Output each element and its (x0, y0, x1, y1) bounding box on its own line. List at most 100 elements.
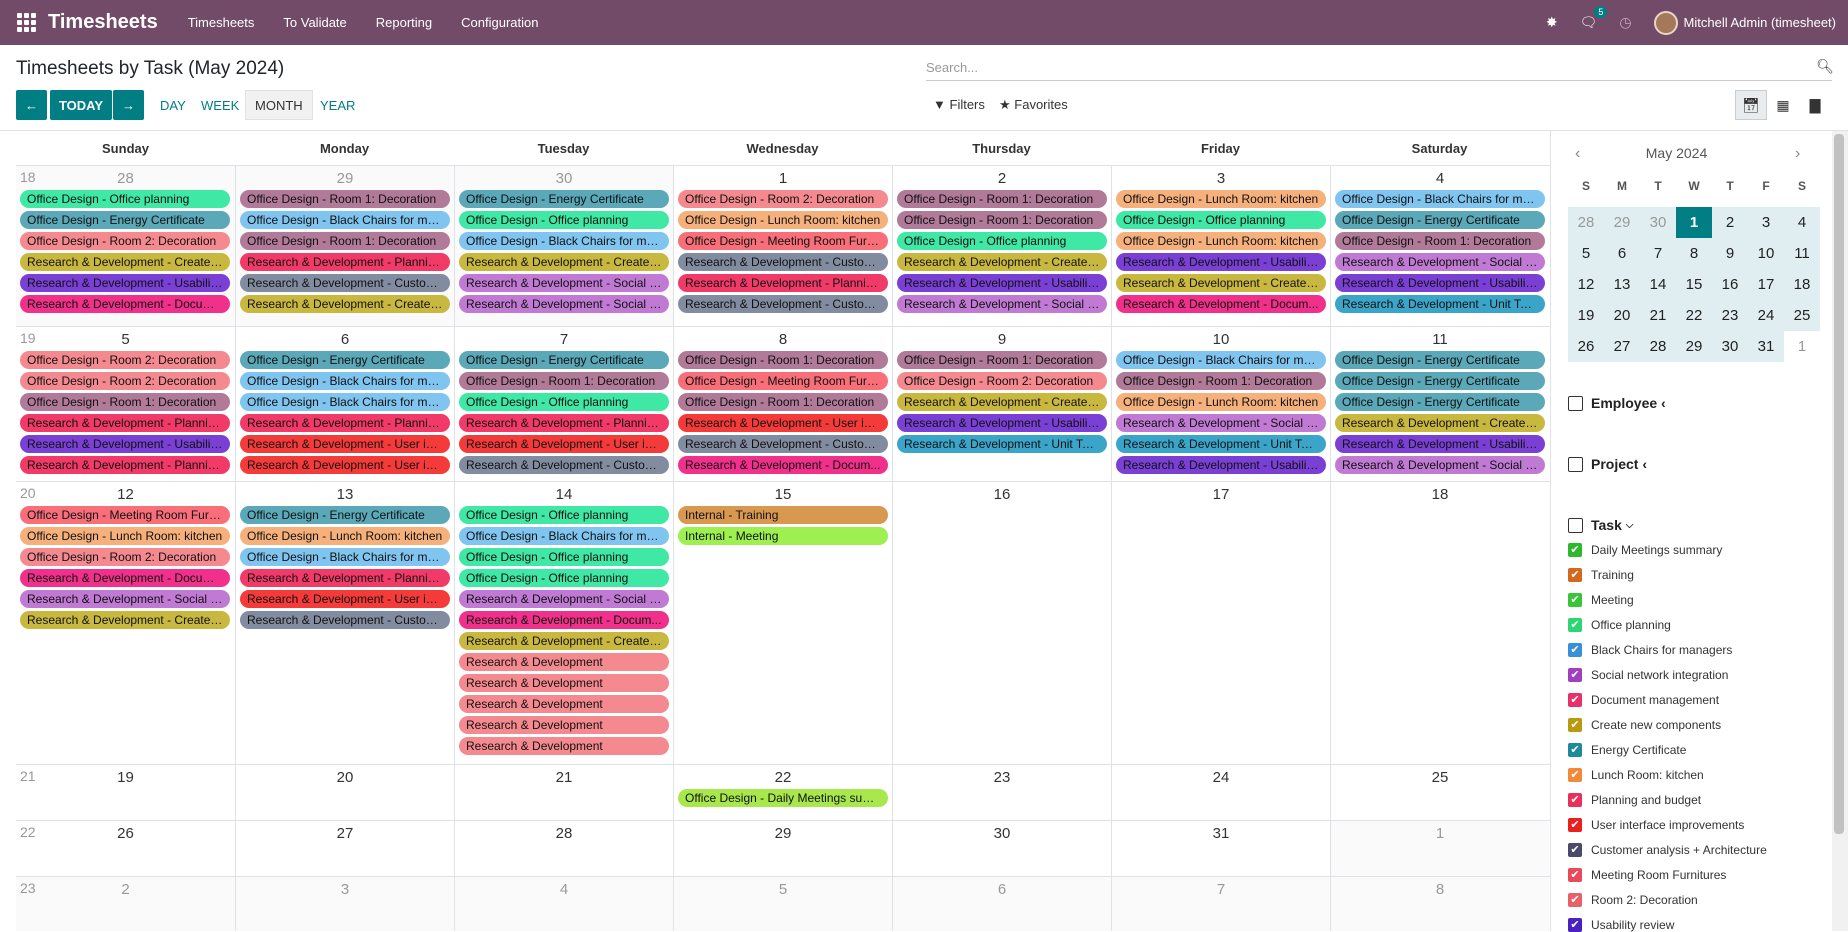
calendar-event[interactable]: Office Design - Lunch Room: kitchen (1116, 232, 1326, 250)
checkbox-checked-icon[interactable]: ✔ (1568, 868, 1582, 882)
calendar-day-cell[interactable]: 2 Office Design - Room 1: Decoration Offic… (892, 166, 1111, 326)
mini-day[interactable]: 16 (1712, 269, 1748, 300)
calendar-event[interactable]: Research & Development - Docume... (20, 569, 230, 587)
calendar-event[interactable]: Research & Development - Usabilit... (1335, 274, 1545, 292)
mini-day[interactable]: 11 (1784, 238, 1820, 269)
today-button[interactable]: TODAY (50, 90, 112, 120)
scale-year[interactable]: YEAR (320, 97, 356, 113)
day-number[interactable]: 29 (336, 170, 354, 187)
calendar-event[interactable]: Office Design - Lunch Room: kitchen (20, 527, 230, 545)
day-number[interactable]: 1 (1435, 825, 1445, 842)
calendar-day-cell[interactable]: 24 (1111, 765, 1330, 820)
mini-day[interactable]: 15 (1676, 269, 1712, 300)
calendar-event[interactable]: Office Design - Energy Certificate (240, 506, 450, 524)
calendar-event[interactable]: Research & Development - Create ... (20, 611, 230, 629)
calendar-day-cell[interactable]: 29 (673, 821, 892, 876)
calendar-event[interactable]: Office Design - Lunch Room: kitchen (240, 527, 450, 545)
checkbox-checked-icon[interactable]: ✔ (1568, 893, 1582, 907)
calendar-event[interactable]: Research & Development - Usabilit... (1116, 253, 1326, 271)
calendar-event[interactable]: Office Design - Lunch Room: kitchen (1116, 393, 1326, 411)
grid-view-button[interactable]: ▦ (1767, 90, 1799, 120)
day-number[interactable]: 6 (997, 881, 1007, 898)
mini-day[interactable]: 10 (1748, 238, 1784, 269)
scrollbar-thumb[interactable] (1834, 134, 1844, 834)
calendar-event[interactable]: Office Design - Energy Certificate (1335, 211, 1545, 229)
calendar-event[interactable]: Office Design - Room 2: Decoration (20, 232, 230, 250)
day-number[interactable]: 4 (1435, 170, 1445, 187)
calendar-event[interactable]: Office Design - Room 1: Decoration (240, 190, 450, 208)
calendar-event[interactable]: Research & Development - Plannin... (240, 569, 450, 587)
calendar-day-cell[interactable]: 30 (892, 821, 1111, 876)
task-filter-item[interactable]: ✔ Daily Meetings summary (1568, 543, 1722, 557)
calendar-event[interactable]: Research & Development - Docum... (678, 456, 888, 474)
calendar-day-cell[interactable]: 7 Office Design - Energy Certificate Offic… (454, 327, 673, 481)
task-filter-item[interactable]: ✔ Social network integration (1568, 668, 1728, 682)
day-number[interactable]: 7 (1216, 881, 1226, 898)
calendar-event[interactable]: Research & Development - Social n... (459, 274, 669, 292)
calendar-event[interactable]: Office Design - Room 1: Decoration (459, 372, 669, 390)
task-filter-item[interactable]: ✔ Lunch Room: kitchen (1568, 768, 1704, 782)
day-number[interactable]: 25 (1431, 769, 1449, 786)
day-number[interactable]: 3 (340, 881, 350, 898)
calendar-event[interactable]: Office Design - Room 2: Decoration (897, 372, 1107, 390)
task-checkbox[interactable] (1568, 517, 1583, 533)
calendar-event[interactable]: Office Design - Black Chairs for ma... (240, 548, 450, 566)
mini-day[interactable]: 13 (1604, 269, 1640, 300)
employee-checkbox[interactable] (1568, 395, 1583, 411)
mini-day[interactable]: 14 (1640, 269, 1676, 300)
calendar-event[interactable]: Internal - Meeting (678, 527, 888, 545)
mini-day[interactable]: 28 (1640, 331, 1676, 362)
calendar-day-cell[interactable]: 29 Office Design - Room 1: Decoration Offi… (235, 166, 454, 326)
calendar-event[interactable]: Research & Development - Custom... (240, 611, 450, 629)
calendar-event[interactable]: Research & Development - Create ... (459, 253, 669, 271)
day-number[interactable]: 1 (778, 170, 788, 187)
calendar-event[interactable]: Research & Development - Social n... (1335, 253, 1545, 271)
calendar-event[interactable]: Office Design - Black Chairs for ma... (240, 372, 450, 390)
calendar-event[interactable]: Office Design - Office planning (459, 393, 669, 411)
calendar-event[interactable]: Office Design - Office planning (459, 569, 669, 587)
calendar-day-cell[interactable]: 14 Office Design - Office planning Office … (454, 482, 673, 764)
calendar-day-cell[interactable]: 27 (235, 821, 454, 876)
calendar-event[interactable]: Office Design - Meeting Room Furn... (678, 372, 888, 390)
mini-day[interactable]: 1 (1784, 331, 1820, 362)
calendar-day-cell[interactable]: 4 (454, 877, 673, 931)
day-number[interactable]: 31 (1212, 825, 1230, 842)
mini-day[interactable]: 1 (1676, 207, 1712, 238)
day-number[interactable]: 9 (997, 331, 1007, 348)
task-filter-item[interactable]: ✔ User interface improvements (1568, 818, 1744, 832)
mini-day[interactable]: 6 (1604, 238, 1640, 269)
calendar-event[interactable]: Research & Development - Plannin... (20, 414, 230, 432)
day-number[interactable]: 23 (993, 769, 1011, 786)
calendar-event[interactable]: Research & Development - Create ... (1116, 274, 1326, 292)
mini-day[interactable]: 20 (1604, 300, 1640, 331)
mini-day[interactable]: 5 (1568, 238, 1604, 269)
calendar-event[interactable]: Office Design - Black Chairs for ma... (459, 232, 669, 250)
calendar-day-cell[interactable]: 11 Office Design - Energy Certificate Offi… (1330, 327, 1549, 481)
mini-day[interactable]: 22 (1676, 300, 1712, 331)
calendar-event[interactable]: Office Design - Energy Certificate (1335, 351, 1545, 369)
mini-day[interactable]: 25 (1784, 300, 1820, 331)
calendar-event[interactable]: Office Design - Office planning (459, 211, 669, 229)
calendar-event[interactable]: Research & Development - User int... (678, 414, 888, 432)
calendar-event[interactable]: Research & Development - Plannin... (240, 253, 450, 271)
day-number[interactable]: 12 (117, 486, 134, 503)
mini-day[interactable]: 2 (1712, 207, 1748, 238)
calendar-event[interactable]: Research & Development - Plannin... (20, 456, 230, 474)
mini-day[interactable]: 19 (1568, 300, 1604, 331)
mini-day[interactable]: 27 (1604, 331, 1640, 362)
scale-day[interactable]: DAY (160, 97, 186, 113)
mini-day[interactable]: 8 (1676, 238, 1712, 269)
calendar-day-cell[interactable]: 4 Office Design - Black Chairs for ma... O… (1330, 166, 1549, 326)
calendar-event[interactable]: Research & Development (459, 695, 669, 713)
calendar-event[interactable]: Research & Development - Social n... (1335, 456, 1545, 474)
project-checkbox[interactable] (1568, 456, 1583, 472)
favorites-button[interactable]: ★ Favorites (999, 97, 1068, 113)
task-filter-item[interactable]: ✔ Usability review (1568, 918, 1674, 932)
calendar-day-cell[interactable]: 25 (1330, 765, 1549, 820)
mini-day[interactable]: 7 (1640, 238, 1676, 269)
calendar-view-button[interactable]: 📅︎ (1735, 90, 1767, 120)
day-number[interactable]: 22 (774, 769, 792, 786)
calendar-event[interactable]: Office Design - Room 1: Decoration (897, 211, 1107, 229)
next-button[interactable]: → (113, 90, 144, 120)
mini-day[interactable]: 30 (1640, 207, 1676, 238)
